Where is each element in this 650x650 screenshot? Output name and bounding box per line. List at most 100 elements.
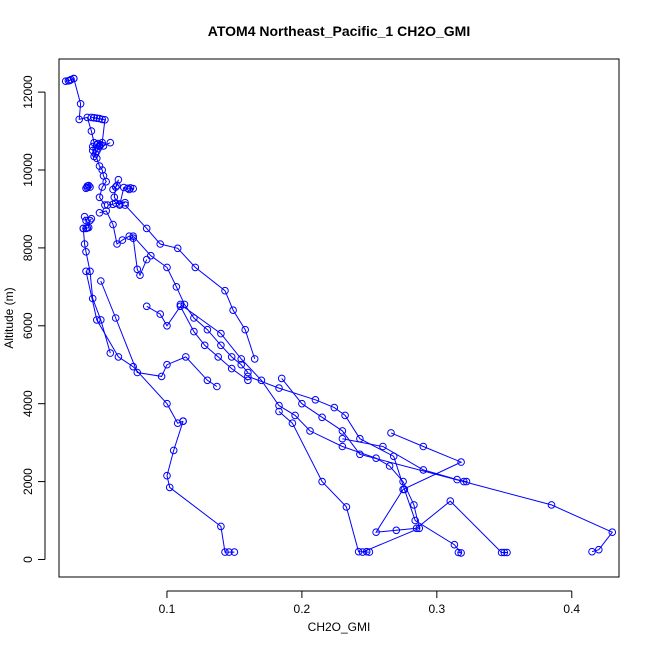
data-point xyxy=(241,325,249,334)
y-tick-label: 6000 xyxy=(21,312,35,339)
data-point xyxy=(173,419,182,428)
data-point xyxy=(83,182,92,190)
data-point xyxy=(318,413,326,422)
data-point xyxy=(419,442,428,451)
data-point xyxy=(457,549,465,557)
data-point xyxy=(203,325,212,334)
data-point xyxy=(79,224,88,233)
data-point xyxy=(221,548,229,556)
data-point xyxy=(176,300,185,309)
data-point xyxy=(306,427,314,435)
data-point xyxy=(399,485,407,494)
data-point xyxy=(200,341,209,350)
y-tick-label: 2000 xyxy=(21,468,35,495)
data-point xyxy=(80,212,89,221)
data-point xyxy=(291,411,299,420)
data-point xyxy=(227,353,236,361)
data-point xyxy=(76,100,85,108)
data-point xyxy=(98,115,106,124)
series-line xyxy=(375,432,507,553)
data-point xyxy=(95,162,104,170)
data-point xyxy=(275,384,283,392)
y-tick-label: 4000 xyxy=(21,390,35,417)
data-point xyxy=(142,224,151,233)
data-point xyxy=(244,376,252,385)
data-point xyxy=(342,503,351,511)
series-10 xyxy=(95,207,151,280)
data-point xyxy=(114,353,123,361)
data-point xyxy=(103,201,112,209)
data-point xyxy=(379,442,387,451)
series-22 xyxy=(338,434,471,486)
data-point xyxy=(169,446,178,455)
data-point xyxy=(102,207,110,215)
data-point xyxy=(225,548,233,556)
data-point xyxy=(497,548,506,557)
series-line xyxy=(281,378,614,553)
data-point xyxy=(156,310,164,318)
data-point xyxy=(97,140,105,149)
data-point xyxy=(446,497,455,505)
data-point xyxy=(275,401,283,410)
x-tick-label: 0.3 xyxy=(428,602,445,616)
data-point xyxy=(217,329,225,338)
data-point xyxy=(500,548,509,557)
data-point xyxy=(125,232,133,240)
x-tick-label: 0.4 xyxy=(563,602,580,616)
y-tick-label: 12000 xyxy=(21,75,35,109)
data-point xyxy=(163,399,171,408)
series-4 xyxy=(88,140,105,161)
series-9 xyxy=(79,214,96,233)
data-point xyxy=(595,545,603,554)
data-point xyxy=(121,201,129,209)
data-point xyxy=(311,396,320,404)
data-point xyxy=(229,306,237,315)
series-12 xyxy=(121,201,259,363)
data-point xyxy=(230,548,239,556)
y-axis-label: Altitude (m) xyxy=(2,287,16,348)
series-6 xyxy=(109,175,137,209)
x-axis-label: CH2O_GMI xyxy=(308,620,371,634)
data-point xyxy=(118,236,127,244)
series-line xyxy=(85,271,184,424)
data-point xyxy=(97,277,105,285)
data-point xyxy=(142,302,151,311)
data-point xyxy=(98,183,106,191)
y-tick-label: 10000 xyxy=(21,153,35,187)
data-point xyxy=(125,185,133,194)
data-point xyxy=(318,477,326,486)
data-point xyxy=(61,77,70,85)
data-point xyxy=(163,322,171,330)
series-line xyxy=(180,303,420,553)
data-point xyxy=(244,368,252,377)
data-point xyxy=(221,286,229,295)
series-line xyxy=(124,204,256,360)
data-point xyxy=(453,475,461,484)
data-point xyxy=(121,198,129,207)
data-point xyxy=(133,368,142,377)
data-point xyxy=(114,175,123,184)
data-point xyxy=(460,477,468,486)
series-line xyxy=(83,218,92,229)
y-tick-label: 8000 xyxy=(21,234,35,261)
data-point xyxy=(129,232,137,240)
data-point xyxy=(102,177,110,186)
series-19 xyxy=(277,374,617,556)
data-point xyxy=(392,526,401,535)
data-point xyxy=(97,316,105,324)
data-point xyxy=(227,364,236,373)
data-point xyxy=(82,267,90,276)
data-point xyxy=(111,183,120,191)
data-point xyxy=(106,349,115,357)
data-point xyxy=(101,116,109,124)
series-line xyxy=(65,78,74,82)
data-point xyxy=(356,450,364,459)
series-13 xyxy=(142,302,252,385)
data-point xyxy=(165,483,174,492)
data-point xyxy=(172,283,181,291)
data-point xyxy=(338,427,347,435)
data-point xyxy=(173,244,182,253)
data-point xyxy=(163,360,171,369)
data-point xyxy=(106,138,115,147)
